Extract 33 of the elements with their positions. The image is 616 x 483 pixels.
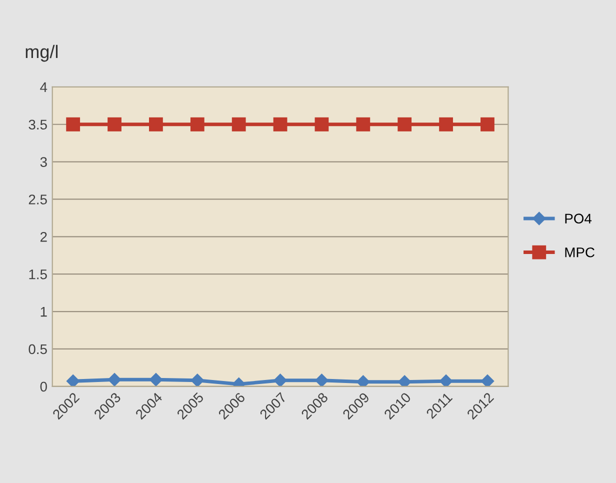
y-tick-label: 0 [40, 382, 47, 392]
point [190, 117, 204, 132]
point [314, 117, 329, 132]
point [480, 374, 494, 386]
point [149, 117, 163, 132]
legend-label: MPC [565, 247, 594, 258]
point [273, 117, 288, 132]
y-tick-label: 2 [40, 232, 47, 242]
point [108, 373, 122, 386]
y-tick-label: 1.5 [29, 270, 47, 280]
point [480, 117, 494, 132]
point [149, 373, 163, 386]
point [190, 374, 204, 386]
point [439, 374, 453, 386]
point [315, 374, 328, 386]
point [356, 375, 370, 386]
point [398, 375, 412, 386]
y-axis-title: mg/l [26, 44, 58, 62]
point [356, 117, 370, 132]
y-tick-label: 3.5 [28, 120, 47, 130]
y-tick-label: 1 [40, 307, 47, 317]
point [232, 117, 246, 132]
point [439, 117, 453, 132]
y-tick-label: 4 [40, 82, 48, 92]
point [66, 374, 80, 386]
point [66, 117, 80, 132]
y-tick-label: 0.5 [28, 344, 47, 354]
y-tick-label: 2.5 [28, 194, 47, 204]
y-tick-label: 3 [40, 157, 47, 167]
point [108, 117, 122, 132]
point [274, 374, 287, 386]
legend-label: PO4 [565, 214, 592, 224]
point [398, 117, 412, 132]
